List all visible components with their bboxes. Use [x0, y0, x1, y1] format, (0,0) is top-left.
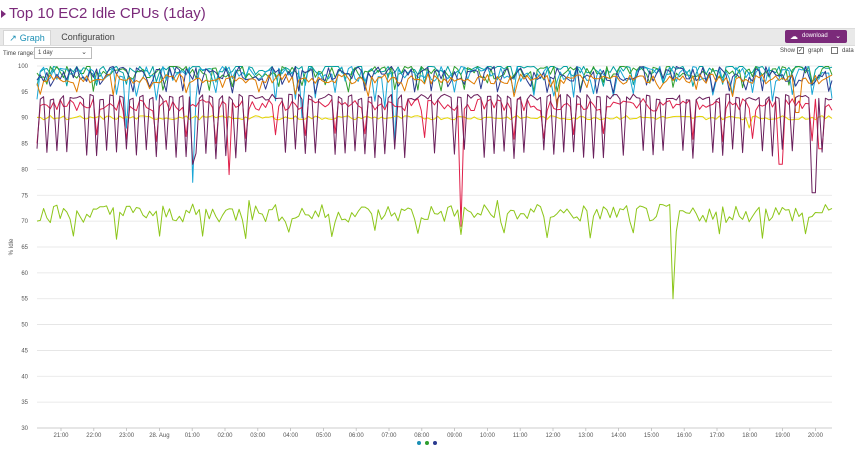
series-line — [36, 93, 833, 194]
x-tick-label: 21:00 — [53, 433, 69, 439]
chart-grid — [37, 65, 832, 429]
tab-graph-label: Graph — [19, 33, 45, 43]
x-tick-label: 07:00 — [381, 433, 397, 439]
graph-checkbox[interactable]: ✓ — [797, 47, 804, 54]
y-tick-label: 90 — [21, 116, 28, 122]
chart-controls: Time range: 1 day ⌄ Show ✓ graph data — [0, 46, 855, 62]
x-tick-label: 14:00 — [611, 433, 627, 439]
time-range-select[interactable]: 1 day ⌄ — [34, 47, 92, 59]
chart-series — [36, 66, 833, 300]
y-axis-ticks: 30 35 40 45 50 55 60 65 70 75 80 85 90 95 100 — [18, 64, 29, 432]
data-checkbox[interactable] — [831, 47, 838, 54]
pager-dot[interactable] — [433, 441, 437, 445]
x-tick-label: 09:00 — [447, 433, 463, 439]
data-checkbox-label: data — [842, 48, 854, 54]
y-tick-label: 50 — [21, 323, 28, 329]
pager-dot[interactable] — [417, 441, 421, 445]
x-tick-label: 13:00 — [578, 433, 594, 439]
title-bar: Top 10 EC2 Idle CPUs (1day) — [0, 0, 855, 28]
x-tick-label: 22:00 — [86, 433, 102, 439]
tab-configuration[interactable]: Configuration — [58, 30, 118, 45]
tab-configuration-label: Configuration — [61, 32, 115, 42]
chevron-down-icon: ⌄ — [835, 33, 841, 40]
y-tick-label: 65 — [21, 245, 28, 251]
y-tick-label: 35 — [21, 400, 28, 406]
x-tick-label: 16:00 — [677, 433, 693, 439]
collapse-caret-icon[interactable] — [1, 10, 6, 18]
y-tick-label: 85 — [21, 142, 28, 148]
x-tick-label: 01:00 — [185, 433, 201, 439]
pager-dot[interactable] — [425, 441, 429, 445]
x-tick-label: 03:00 — [250, 433, 266, 439]
chart-pager — [416, 441, 440, 447]
x-tick-label: 10:00 — [480, 433, 496, 439]
x-tick-label: 19:00 — [775, 433, 791, 439]
graph-checkbox-label: graph — [808, 48, 824, 54]
x-tick-label: 17:00 — [709, 433, 725, 439]
series-line — [36, 66, 833, 183]
download-label: download — [802, 33, 828, 39]
time-range-value: 1 day — [38, 50, 53, 56]
x-tick-label: 20:00 — [808, 433, 824, 439]
x-tick-label: 02:00 — [217, 433, 233, 439]
x-tick-label: 12:00 — [545, 433, 561, 439]
cloud-download-icon: ☁ — [790, 32, 798, 41]
series-line — [37, 115, 833, 129]
y-tick-label: 75 — [21, 193, 28, 199]
x-tick-label: 04:00 — [283, 433, 299, 439]
y-tick-label: 40 — [21, 374, 28, 380]
x-tick-label: 28. Aug — [149, 433, 169, 439]
x-tick-label: 11:00 — [513, 433, 528, 439]
y-tick-label: 30 — [21, 426, 28, 432]
x-tick-label: 06:00 — [349, 433, 365, 439]
time-range-label: Time range: — [3, 51, 35, 57]
chevron-down-icon: ⌄ — [81, 49, 87, 56]
x-axis-ticks: 21:00 22:00 23:00 28. Aug 01:00 02:00 03:00 04:… — [53, 428, 824, 439]
series-line — [36, 73, 833, 113]
tab-bar: ↗ Graph Configuration ☁ download ⌄ — [0, 28, 855, 46]
y-tick-label: 70 — [21, 219, 28, 225]
x-tick-label: 05:00 — [316, 433, 332, 439]
y-axis-label: % Idle — [9, 238, 15, 255]
tab-graph[interactable]: ↗ Graph — [3, 30, 51, 45]
y-tick-label: 60 — [21, 271, 28, 277]
series-line — [36, 200, 833, 300]
series-line — [36, 66, 833, 95]
series-line — [36, 98, 833, 227]
y-tick-label: 45 — [21, 348, 28, 354]
y-tick-label: 95 — [21, 90, 28, 96]
y-tick-label: 100 — [18, 64, 29, 70]
y-tick-label: 55 — [21, 297, 28, 303]
x-tick-label: 15:00 — [644, 433, 660, 439]
download-button[interactable]: ☁ download ⌄ — [785, 30, 847, 43]
x-tick-label: 23:00 — [119, 433, 135, 439]
chart-line-icon: ↗ — [9, 33, 17, 43]
x-tick-label: 18:00 — [742, 433, 758, 439]
page-title: Top 10 EC2 Idle CPUs (1day) — [9, 5, 206, 22]
show-label: Show — [780, 48, 796, 54]
y-tick-label: 80 — [21, 167, 28, 173]
x-tick-label: 08:00 — [414, 433, 430, 439]
